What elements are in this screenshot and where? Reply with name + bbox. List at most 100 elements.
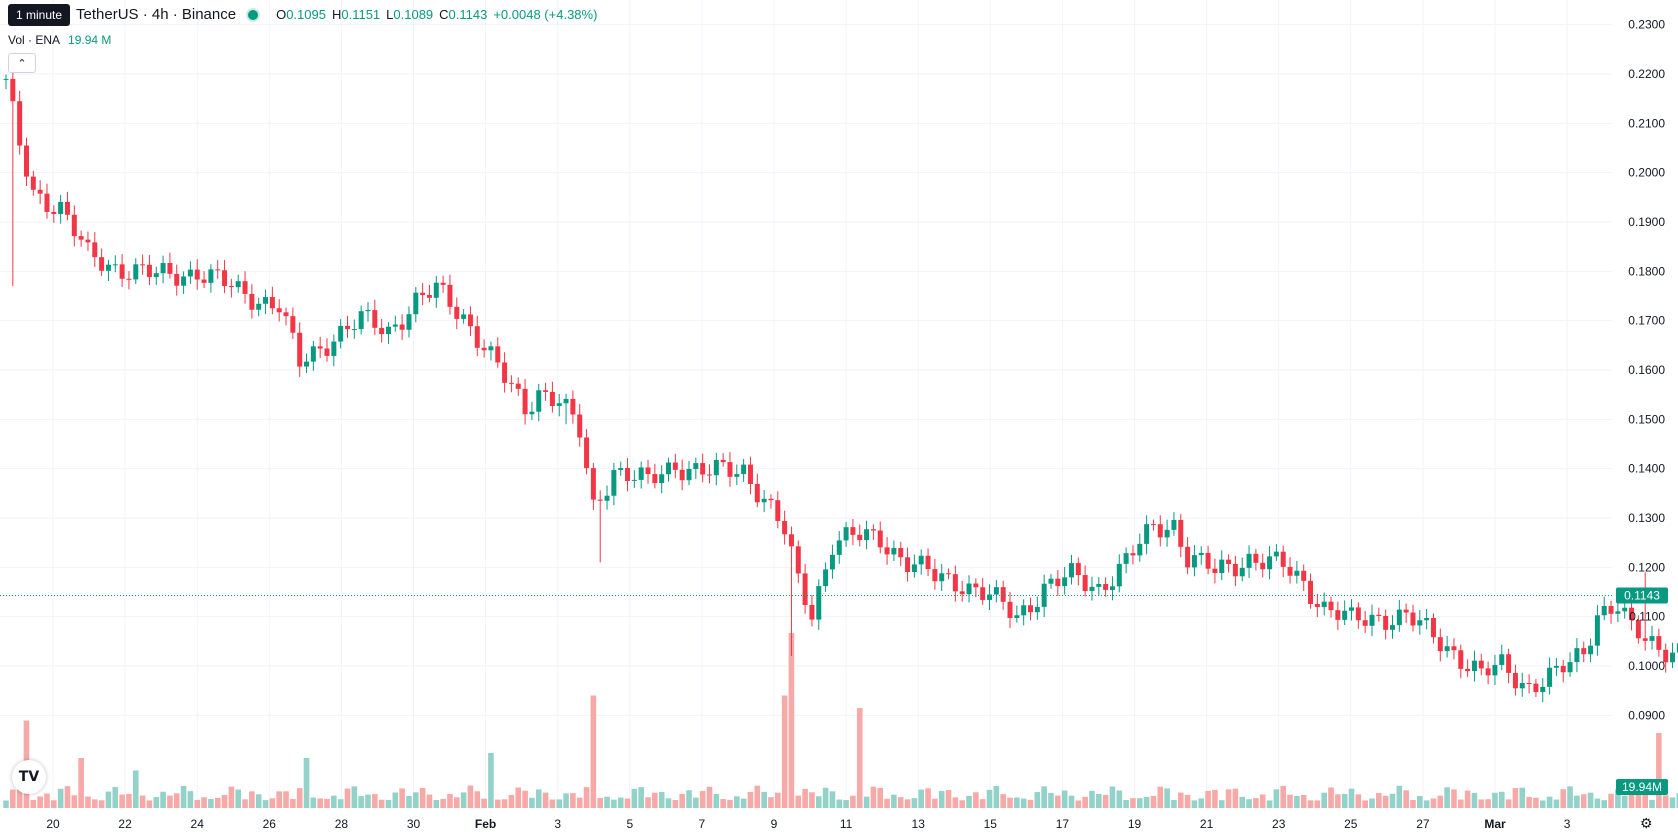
candle-body [1028,605,1033,613]
gear-icon[interactable]: ⚙ [1640,815,1653,831]
candle-body [1478,660,1484,669]
volume-bar [1539,800,1546,808]
price-tick-label: 0.1300 [1628,511,1665,525]
candle-body [850,527,856,535]
candle-body [433,282,439,298]
candle-body [3,78,9,80]
candle-body [1280,551,1286,567]
candle-body [1328,601,1334,611]
volume-badge [1616,779,1668,795]
price-tick-label: 0.2100 [1628,116,1665,130]
volume-bar [1492,792,1498,808]
volume-bar [1656,733,1662,808]
candle-body [1451,646,1457,651]
candle-body [276,308,282,313]
volume-bar [1055,795,1061,808]
candle-body [1157,524,1163,538]
volume-bar [1041,786,1047,808]
volume-bar [802,788,808,808]
symbol-title[interactable]: TetherUS · 4h · Binance [76,6,237,23]
volume-bar [413,792,419,808]
volume-bar [10,789,16,808]
candle-body [1458,650,1464,669]
price-tick-label: 0.1700 [1628,314,1665,328]
volume-bar [809,792,815,808]
candle-body [829,554,835,570]
candle-body [1144,524,1150,544]
volume-bar [331,795,337,808]
price-tick-label: 0.1900 [1628,215,1665,229]
candle-body [1519,683,1525,689]
candle-body [1506,654,1512,673]
volume-bar [296,788,303,808]
collapse-legend-button[interactable]: ⌃ [8,53,36,73]
volume-bar [897,797,904,808]
candle-body [208,269,214,283]
candle-body [1389,625,1395,630]
candle-body [563,398,569,404]
tradingview-logo-icon[interactable]: TV [12,760,46,794]
candle-body [980,587,986,600]
volume-bar [1485,799,1491,808]
volume-bar [1580,794,1587,808]
candle-body [181,276,187,286]
candle-body [194,269,200,280]
candle-body [1649,636,1655,641]
price-axis[interactable]: 0.2300 0.2200 0.2100 0.2000 0.1900 0.1800 0.17… [1628,18,1665,723]
candle-body [228,286,234,288]
candle-body [269,297,275,309]
time-axis[interactable]: 20 22 24 26 28 30 Feb 3 5 7 9 11 13 15 17 19 21 23 25 27 Mar… [46,817,1570,831]
candle-body [1246,553,1252,568]
volume-bar [768,797,774,808]
volume-bar [1410,800,1416,808]
volume-bar [959,800,965,808]
candle-body [652,474,658,484]
volume-bar [1471,792,1478,808]
volume-bar [1362,800,1368,808]
candle-body [987,594,993,600]
volume-bar [37,796,43,808]
volume-bar [235,789,242,808]
candle-body [1321,601,1327,608]
candle-body [918,555,924,565]
volume-bar [1171,799,1177,808]
volume-bar [16,789,23,808]
candle-body [795,546,801,574]
candle-body [495,346,501,363]
candle-body [112,264,118,266]
candle-body [1465,668,1471,672]
volume-bar [98,800,105,808]
price-tick-label: 0.1100 [1629,610,1665,624]
candle-body [768,498,774,501]
volume-bar [836,799,843,808]
volume-bar [494,799,501,808]
candle-body [543,390,549,392]
candle-body [1437,637,1443,652]
candle-body [1362,620,1368,626]
volume-bar [290,799,296,808]
candle-body [1287,566,1293,576]
volume-bar [1143,796,1150,808]
candle-body [406,314,412,330]
candle-body [1123,553,1129,564]
volume-bar [501,799,508,808]
volume-label[interactable]: Vol · ENA [8,33,61,47]
volume-bar [242,799,248,808]
volume-bar [1669,797,1676,808]
volume-bar [481,798,487,808]
volume-bar [515,787,522,808]
time-tick-label: 26 [263,817,277,831]
time-tick-label: 7 [699,817,706,831]
candle-body [1622,607,1628,612]
volume-bar [1574,795,1580,808]
candle-body [474,326,480,348]
volume-bar [1205,790,1211,808]
candle-body [631,479,637,481]
volume-bar [672,800,679,808]
candle-body [1512,672,1518,689]
candle-body [761,498,767,503]
candle-body [1267,556,1273,570]
volume-bar [378,799,385,808]
candle-body [584,437,590,469]
